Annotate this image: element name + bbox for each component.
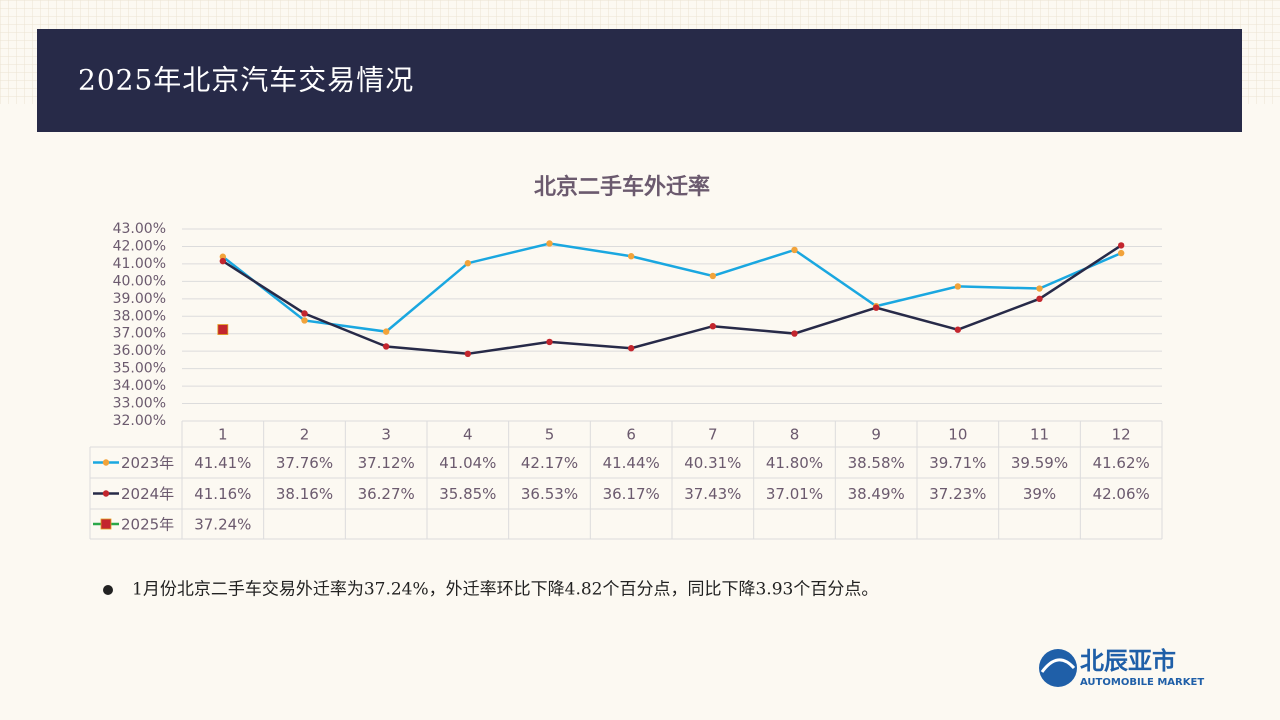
legend-label: 2023年	[121, 454, 174, 472]
point	[791, 246, 798, 254]
point	[464, 260, 472, 267]
y-tick-label: 38.00%	[113, 308, 166, 324]
logo: 北辰亚市 AUTOMOBILE MARKET	[1039, 647, 1204, 688]
data-label: 38.16%	[276, 485, 333, 503]
bullet	[103, 585, 113, 595]
x-tick-label: 3	[381, 426, 391, 444]
legend-marker	[102, 490, 110, 497]
point	[954, 326, 962, 333]
data-label: 42.06%	[1093, 485, 1150, 503]
y-tick-label: 43.00%	[113, 221, 166, 237]
data-label: 39%	[1023, 485, 1056, 503]
y-tick-label: 36.00%	[113, 343, 166, 359]
header-band	[37, 29, 1242, 132]
y-tick-label: 32.00%	[113, 413, 166, 429]
y-tick-label: 40.00%	[113, 273, 166, 289]
point	[627, 345, 635, 352]
data-label: 41.04%	[439, 454, 496, 472]
x-tick-label: 7	[708, 426, 718, 444]
series-line	[222, 242, 1122, 333]
logo-icon	[1039, 649, 1077, 687]
point	[627, 253, 635, 260]
point	[382, 328, 390, 335]
chart: 32.00%33.00% 34.00%35.00% 36.00%37.00% 38.0…	[89, 221, 1163, 540]
point	[546, 338, 553, 346]
logo-swoosh	[1040, 658, 1076, 673]
y-tick-label: 34.00%	[113, 378, 166, 394]
data-label: 42.17%	[521, 454, 578, 472]
point	[301, 310, 308, 317]
point	[217, 324, 229, 335]
y-tick-label: 37.00%	[113, 326, 166, 342]
point	[791, 330, 798, 337]
data-label: 35.85%	[439, 485, 496, 503]
x-tick-label: 11	[1030, 426, 1049, 444]
legend-label: 2025年	[121, 516, 174, 534]
data-label: 41.41%	[194, 454, 251, 472]
legend-label: 2024年	[121, 485, 174, 503]
x-tick-label: 6	[626, 426, 636, 444]
data-label: 41.44%	[603, 454, 660, 472]
x-tick-label: 2	[300, 426, 310, 444]
x-tick-label: 4	[463, 426, 473, 444]
data-label: 37.76%	[276, 454, 333, 472]
data-label: 38.49%	[848, 485, 905, 503]
x-tick-label: 8	[790, 426, 800, 444]
data-label: 37.43%	[684, 485, 741, 503]
data-label: 36.17%	[603, 485, 660, 503]
data-label: 37.12%	[358, 454, 415, 472]
point	[219, 257, 227, 265]
y-tick-label: 35.00%	[113, 361, 166, 377]
data-label: 41.16%	[194, 485, 251, 503]
y-tick-label: 33.00%	[113, 396, 166, 412]
note: 1月份北京二手车交易外迁率为37.24%，外迁率环比下降4.82个百分点，同比下…	[132, 580, 878, 600]
data-label: 40.31%	[684, 454, 741, 472]
y-tick-label: 39.00%	[113, 291, 166, 307]
data-label: 41.80%	[766, 454, 823, 472]
point	[382, 343, 390, 350]
header-title: 2025年北京汽车交易情况	[78, 64, 414, 97]
point	[1117, 249, 1125, 257]
logo-subtitle: AUTOMOBILE MARKET	[1080, 677, 1204, 688]
point	[1036, 285, 1043, 292]
data-label: 41.62%	[1093, 454, 1150, 472]
data-label: 39.71%	[929, 454, 986, 472]
data-label: 37.24%	[194, 516, 251, 534]
point	[546, 240, 553, 247]
legend-marker	[100, 518, 112, 530]
point	[709, 323, 717, 330]
y-tick-label: 42.00%	[113, 238, 166, 254]
series-line	[222, 244, 1122, 356]
data-label: 37.23%	[929, 485, 986, 503]
point	[872, 304, 880, 311]
data-label: 37.01%	[766, 485, 823, 503]
point	[1036, 295, 1043, 303]
x-tick-label: 12	[1112, 426, 1131, 444]
point	[954, 283, 962, 290]
y-tick-label: 41.00%	[113, 256, 166, 272]
chart-title: 北京二手车外迁率	[534, 174, 710, 200]
point	[301, 317, 308, 324]
data-label: 36.53%	[521, 485, 578, 503]
legend-marker	[102, 459, 110, 466]
x-tick-label: 1	[218, 426, 228, 444]
logo-name: 北辰亚市	[1080, 647, 1176, 675]
x-tick-label: 10	[948, 426, 967, 444]
x-tick-label: 9	[871, 426, 881, 444]
point	[464, 350, 472, 357]
point	[1117, 242, 1125, 249]
point	[709, 272, 717, 280]
data-label: 38.58%	[848, 454, 905, 472]
x-tick-label: 5	[545, 426, 555, 444]
data-label: 36.27%	[358, 485, 415, 503]
data-label: 39.59%	[1011, 454, 1068, 472]
